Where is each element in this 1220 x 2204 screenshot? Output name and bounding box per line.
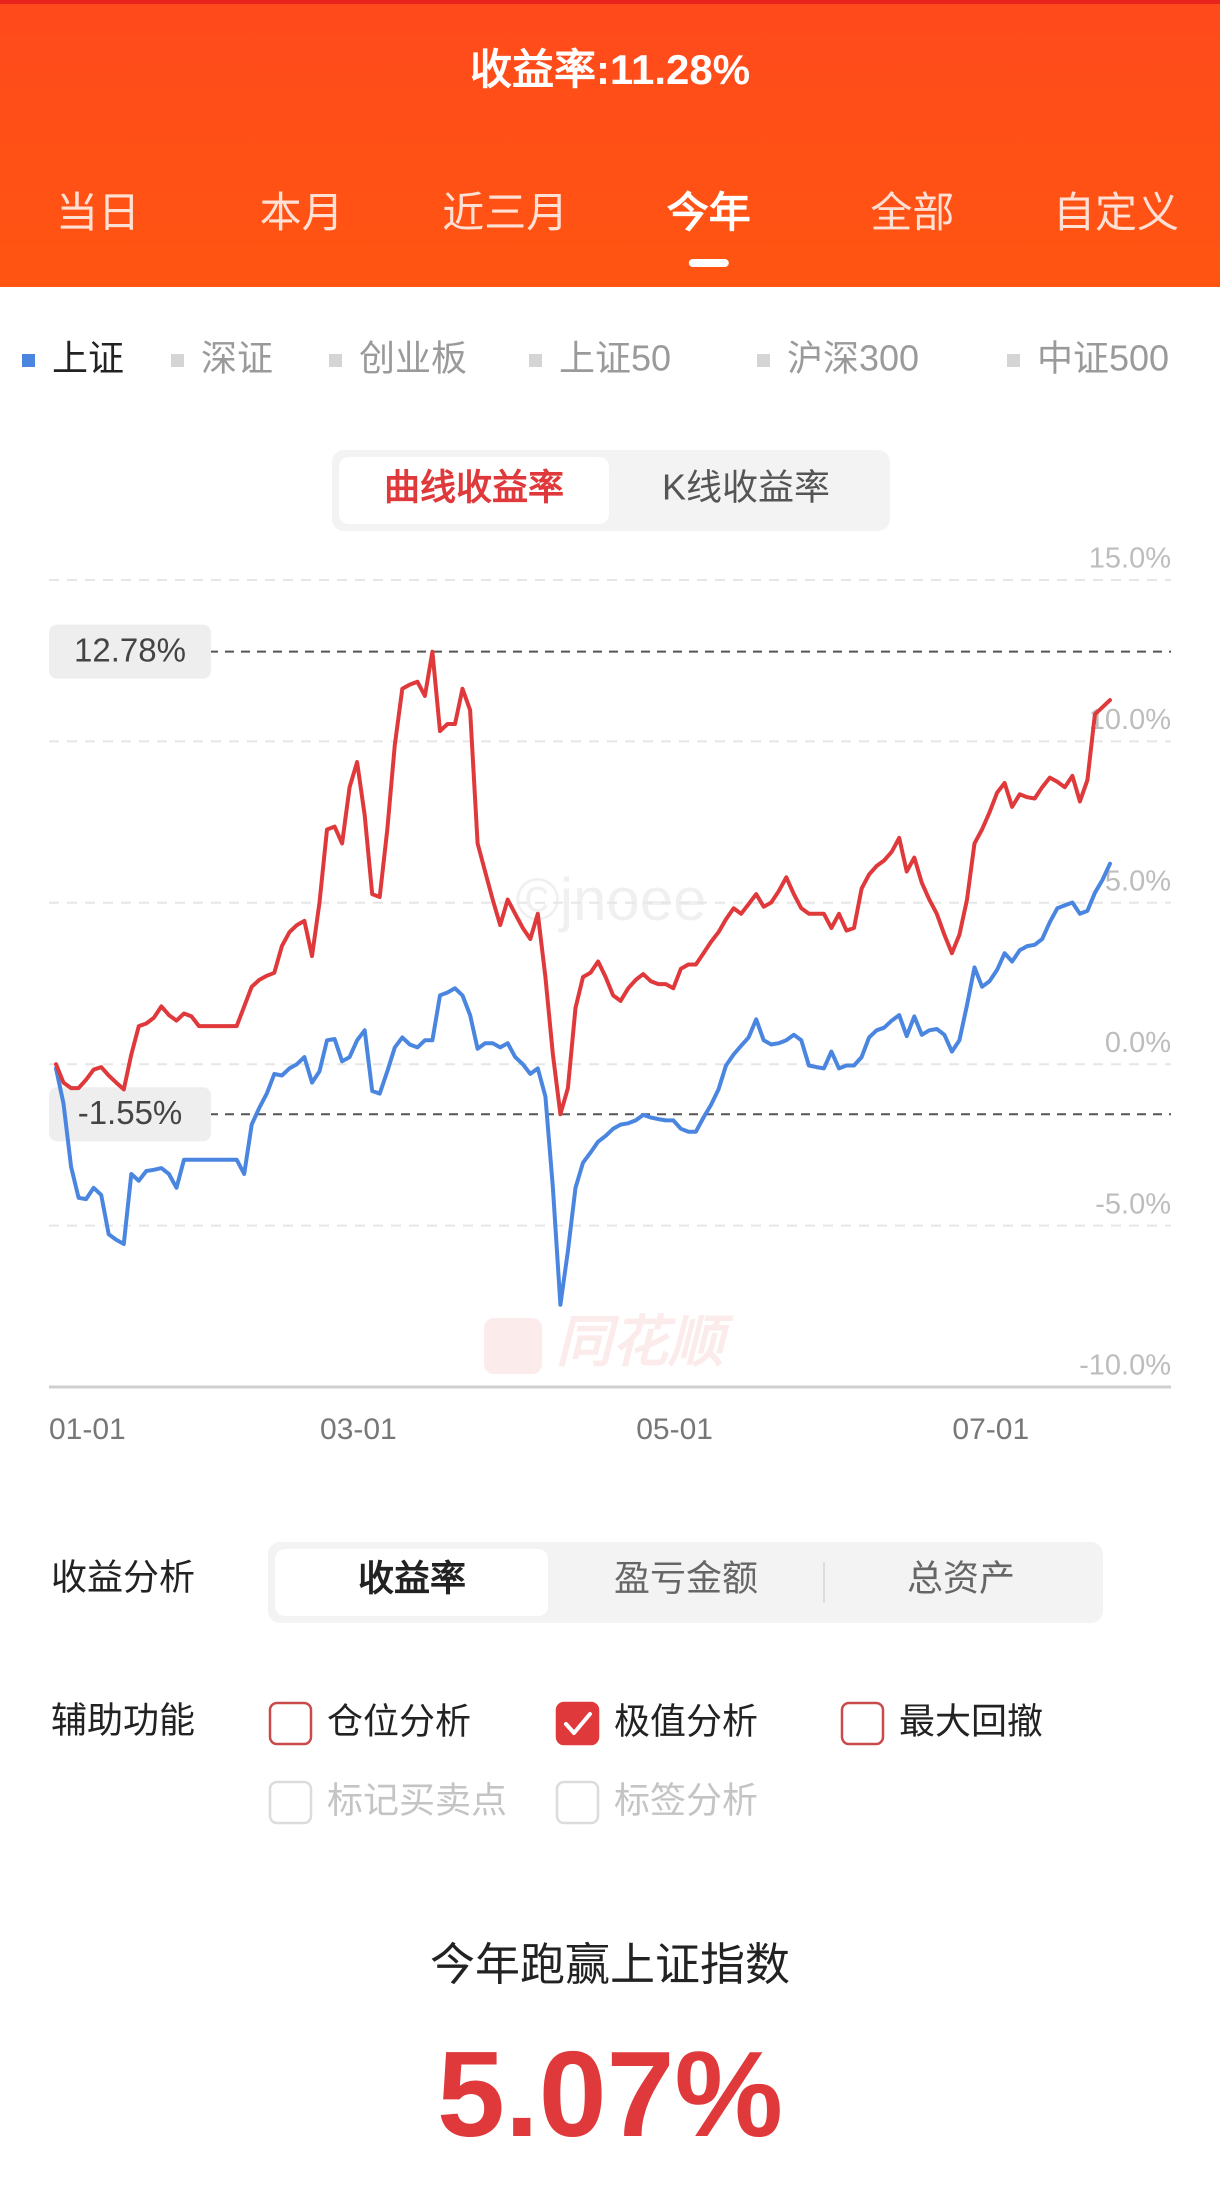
watermark: ©jnoee xyxy=(515,866,706,933)
x-tick-label: 05-01 xyxy=(636,1413,713,1446)
analysis-label: 收益分析 xyxy=(51,1557,195,1598)
checkbox xyxy=(555,1780,600,1825)
segment-option[interactable]: 盈亏金额 xyxy=(614,1558,758,1599)
x-tick-label: 07-01 xyxy=(952,1413,1029,1446)
y-tick-label: 0.0% xyxy=(1105,1027,1171,1059)
index-marker xyxy=(529,354,542,367)
extreme-label-box xyxy=(49,1087,211,1142)
period-tab[interactable]: 近三月 xyxy=(442,189,568,236)
period-tab[interactable]: 本月 xyxy=(260,189,344,236)
tab-indicator xyxy=(688,259,729,267)
period-tab[interactable]: 自定义 xyxy=(1053,189,1179,236)
y-tick-label: 15.0% xyxy=(1089,543,1171,575)
checkbox-label[interactable]: 最大回撤 xyxy=(899,1701,1043,1742)
index-marker xyxy=(329,354,342,367)
x-tick-label: 03-01 xyxy=(320,1413,397,1446)
checkbox-label[interactable]: 极值分析 xyxy=(614,1701,758,1742)
y-tick-label: -10.0% xyxy=(1079,1350,1171,1382)
x-tick-label: 01-01 xyxy=(49,1413,126,1446)
segment-option[interactable]: 收益率 xyxy=(358,1558,466,1599)
index-option[interactable]: 沪深300 xyxy=(787,338,919,379)
summary-value: 5.07% xyxy=(437,2026,783,2162)
extreme-label: -1.55% xyxy=(78,1094,183,1131)
summary-text: 今年跑赢上证指数 xyxy=(430,1939,790,1990)
index-option[interactable]: 上证50 xyxy=(559,338,671,379)
checkbox-label[interactable]: 仓位分析 xyxy=(327,1701,471,1742)
index-marker xyxy=(757,354,770,367)
series-line xyxy=(54,649,1112,1117)
checkbox-label: 标记买卖点 xyxy=(327,1780,507,1821)
index-option[interactable]: 深证 xyxy=(201,338,273,379)
index-option[interactable]: 创业板 xyxy=(359,338,467,379)
extreme-label: 12.78% xyxy=(74,631,186,668)
watermark: 同花顺 xyxy=(556,1310,734,1373)
period-tab[interactable]: 全部 xyxy=(870,189,954,236)
checkmark xyxy=(564,1712,592,1735)
index-marker xyxy=(22,354,35,367)
checkbox[interactable] xyxy=(840,1701,885,1746)
mode-option[interactable]: K线收益率 xyxy=(662,467,830,508)
extreme-label-box xyxy=(49,624,211,679)
checkbox-label: 标签分析 xyxy=(614,1780,758,1821)
index-option[interactable]: 中证500 xyxy=(1037,338,1169,379)
index-marker xyxy=(1007,354,1020,367)
header-edge xyxy=(0,0,1220,4)
period-tab[interactable]: 当日 xyxy=(56,189,140,236)
y-tick-label: 5.0% xyxy=(1105,865,1171,897)
checkbox xyxy=(268,1780,313,1825)
period-tab[interactable]: 今年 xyxy=(667,189,751,236)
y-tick-label: -5.0% xyxy=(1095,1188,1171,1220)
index-marker xyxy=(171,354,184,367)
header-background xyxy=(0,0,1220,287)
segment-option[interactable]: 总资产 xyxy=(907,1558,1015,1599)
checkbox[interactable] xyxy=(555,1701,600,1746)
aux-label: 辅助功能 xyxy=(51,1700,195,1741)
header-title: 收益率:11.28% xyxy=(470,46,750,93)
mode-active xyxy=(339,457,609,524)
checkbox[interactable] xyxy=(268,1701,313,1746)
series-line xyxy=(54,861,1112,1307)
index-option[interactable]: 上证 xyxy=(52,338,124,379)
mode-option[interactable]: 曲线收益率 xyxy=(384,467,564,508)
segment-active xyxy=(275,1549,548,1616)
watermark-icon xyxy=(484,1318,542,1374)
